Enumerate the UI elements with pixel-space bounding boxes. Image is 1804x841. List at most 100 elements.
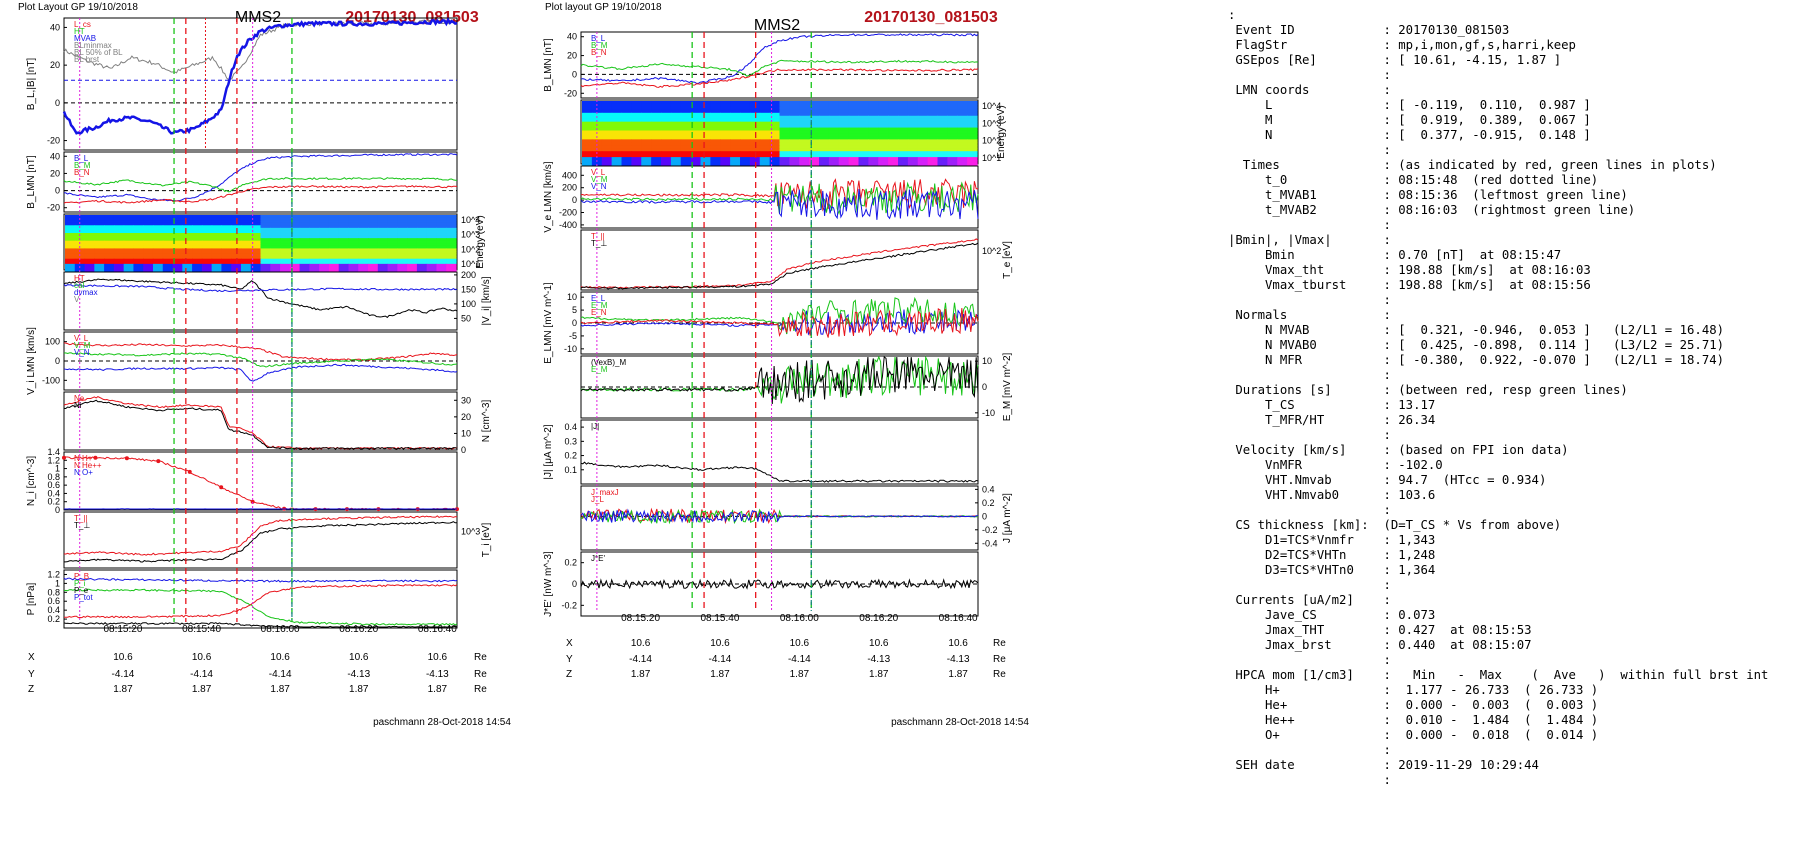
y-tick-label: 0.8	[47, 587, 60, 597]
y-tick-label: 10^4	[982, 101, 1001, 111]
data-point	[124, 456, 129, 461]
y-tick-label: 40	[50, 22, 60, 32]
y-tick-label: 30	[461, 395, 471, 405]
legend-entry: T_⊥	[591, 239, 607, 248]
orbit-value: 1.87	[270, 684, 290, 695]
y-axis-label: |V_i| [km/s]	[481, 276, 492, 325]
y-tick-label: 0.2	[982, 498, 995, 508]
orbit-row-label: X	[566, 638, 573, 649]
series-line-N-He-	[64, 456, 457, 510]
y-tick-label: 0	[982, 382, 987, 392]
y-axis-label: N [cm^-3]	[481, 400, 492, 443]
y-tick-label: 10^3	[461, 230, 480, 240]
y-tick-label: 0	[55, 186, 60, 196]
x-tick-label: 08:16:00	[261, 624, 300, 635]
x-tick-label: 08:16:40	[939, 613, 978, 624]
series-line--V-i-	[63, 278, 458, 319]
y-axis-label: T_i [eV]	[481, 523, 492, 558]
y-tick-label: -10	[564, 344, 577, 354]
series-line-T-	[63, 515, 458, 556]
data-point	[93, 455, 98, 460]
x-tick-label: 08:15:40	[182, 624, 221, 635]
y-tick-label: 10^2	[982, 246, 1001, 256]
y-tick-label: 200	[461, 270, 476, 280]
y-axis-label: J [μA m^-2]	[1002, 493, 1013, 543]
y-tick-label: -100	[42, 375, 60, 385]
legend-entry: BL brst	[74, 55, 100, 64]
panel-frame	[63, 271, 458, 331]
y-tick-label: -5	[569, 331, 577, 341]
y-axis-label: Energy (eV)	[475, 215, 486, 268]
y-tick-label: 20	[50, 168, 60, 178]
series-line-B-M	[580, 59, 979, 77]
y-tick-label: 1.4	[47, 447, 60, 457]
y-tick-label: 0	[572, 195, 577, 205]
y-tick-label: 10^3	[461, 527, 480, 537]
data-point	[62, 455, 66, 460]
series-line--J-	[580, 461, 979, 483]
y-axis-label: N_i [cm^-3]	[26, 456, 37, 506]
y-tick-label: 10^4	[461, 215, 480, 225]
legend-entry: Ni	[74, 401, 82, 410]
series-line-B-L	[63, 153, 458, 202]
x-tick-label: 08:15:20	[621, 613, 660, 624]
legend-entry: V_M	[74, 341, 91, 350]
y-tick-label: 0.6	[47, 480, 60, 490]
orbit-value: 1.87	[192, 684, 212, 695]
series-line-P-i	[63, 588, 458, 626]
series-line-T-	[64, 521, 458, 563]
y-tick-label: 0	[572, 69, 577, 79]
legend-entry: V_L	[591, 168, 606, 177]
orbit-unit: Re	[993, 638, 1006, 649]
legend-entry: (VexB)_M	[591, 358, 626, 367]
legend-entry: MVAB	[74, 34, 96, 43]
orbit-row-label: Y	[28, 669, 35, 680]
legend-entry: E_M	[591, 365, 608, 374]
legend-entry: |J|	[591, 422, 599, 431]
y-axis-label: B_LMN [nT]	[543, 38, 554, 92]
y-tick-label: -0.2	[561, 600, 577, 610]
y-tick-label: 0.2	[47, 497, 60, 507]
series-line-V-M	[63, 352, 458, 368]
panel-frame	[63, 151, 458, 213]
y-tick-label: 10^1	[461, 259, 480, 269]
orbit-row-label: Y	[566, 654, 573, 665]
y-tick-label: -20	[47, 136, 60, 146]
orbit-value: 10.6	[113, 652, 133, 663]
legend-entry: J_maxJ	[591, 488, 619, 497]
y-axis-label: V_e LMN [km/s]	[543, 161, 554, 232]
y-tick-label: 20	[567, 51, 577, 61]
y-axis-label: T_e [eV]	[1002, 241, 1013, 279]
y-tick-label: 0	[55, 505, 60, 515]
y-tick-label: 0.3	[564, 436, 577, 446]
y-axis-label: E_LMN [mV m^-1]	[543, 282, 554, 364]
orbit-value: 1.87	[349, 684, 369, 695]
y-tick-label: 0	[572, 318, 577, 328]
y-axis-label: B_L,|B| [nT]	[26, 58, 37, 111]
orbit-value: -4.13	[867, 654, 890, 665]
series-line-B-L	[62, 17, 458, 135]
panel-frame	[63, 391, 458, 451]
orbit-value: -4.13	[347, 669, 370, 680]
series-line-E-M	[580, 296, 979, 335]
y-tick-label: 400	[562, 170, 577, 180]
y-tick-label: 0.4	[982, 484, 995, 494]
orbit-row-label: Z	[566, 669, 572, 680]
y-axis-label: P [nPa]	[26, 582, 37, 615]
orbit-value: 10.6	[192, 652, 212, 663]
series-line-P-e	[63, 622, 458, 628]
credit-label: paschmann 28-Oct-2018 14:54	[891, 717, 1029, 728]
y-tick-label: -0.2	[982, 525, 998, 535]
legend-entry: N O+	[74, 468, 93, 477]
series-line-P-tot	[63, 577, 458, 583]
orbit-value: 1.87	[948, 669, 968, 680]
legend-entry: T_||	[591, 232, 605, 241]
y-tick-label: 0.2	[564, 451, 577, 461]
y-tick-label: -10	[982, 408, 995, 418]
orbit-unit: Re	[474, 669, 487, 680]
series-line-J-N	[580, 508, 978, 524]
y-tick-label: 0.2	[564, 558, 577, 568]
series-line-P-B	[63, 584, 458, 619]
orbit-value: -4.14	[629, 654, 652, 665]
series-line-E-M	[580, 355, 979, 404]
